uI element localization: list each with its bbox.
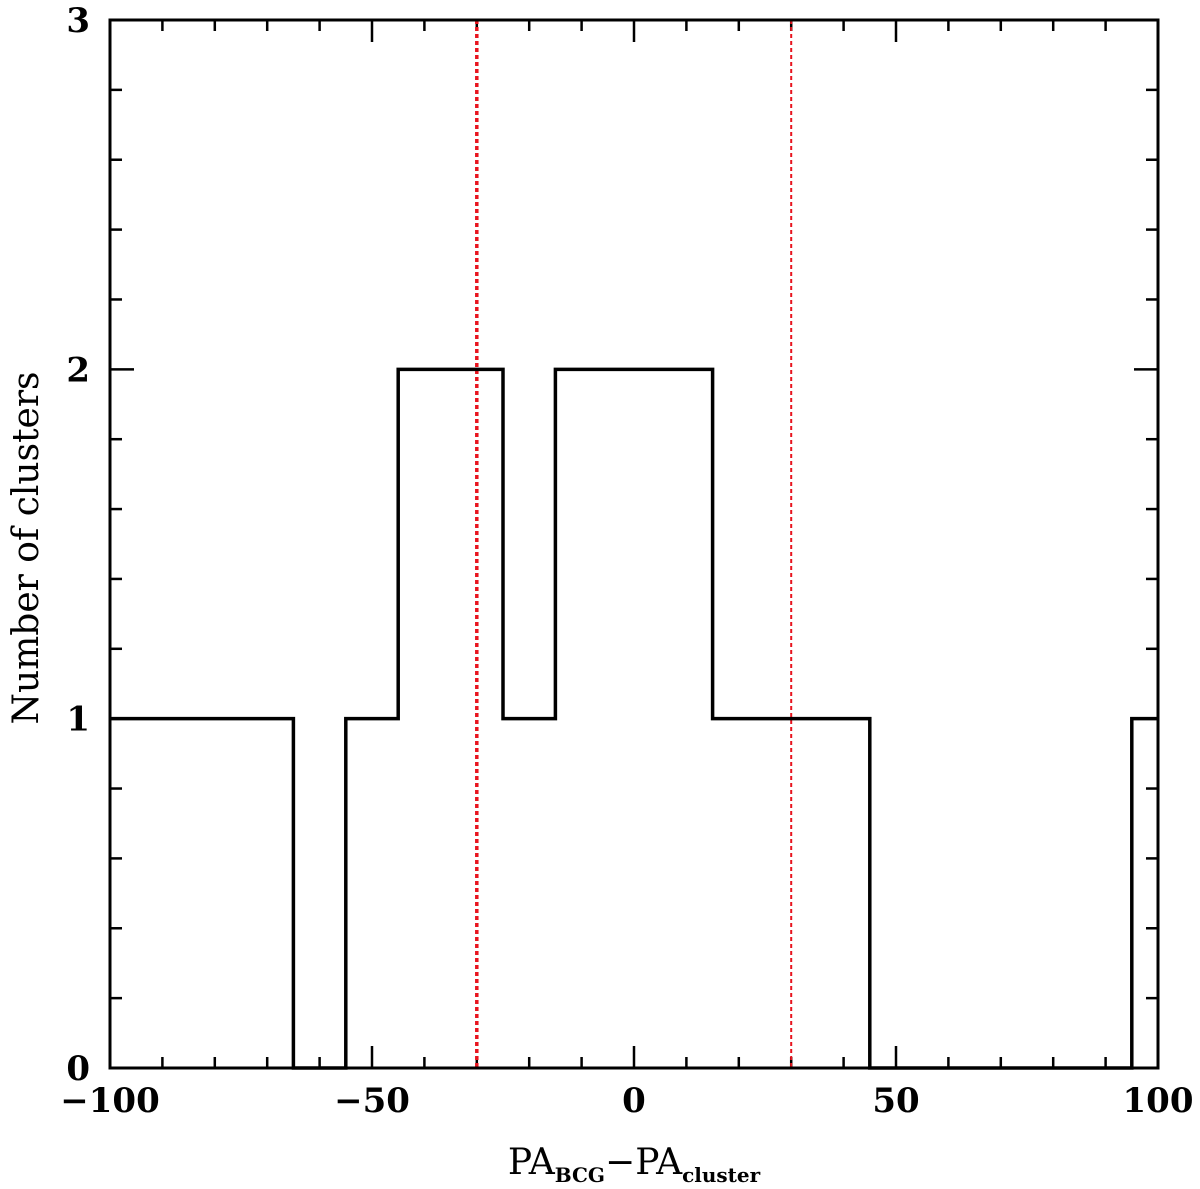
axis-ticks [108, 18, 1160, 1070]
y-tick-label: 1 [66, 700, 90, 740]
x-tick-label: 100 [1123, 1081, 1194, 1121]
y-tick-label: 2 [66, 350, 90, 390]
x-axis-label: PABCG−PAcluster [508, 1142, 761, 1187]
x-tick-label: 50 [872, 1081, 919, 1121]
y-tick-label: 3 [66, 1, 90, 41]
x-tick-label: −100 [60, 1081, 159, 1121]
y-tick-labels: 0 1 2 3 [66, 1, 90, 1089]
histogram-outline [110, 367, 1158, 1070]
x-tick-label: 0 [622, 1081, 646, 1121]
x-tick-labels: −100 −50 0 50 100 [60, 1081, 1193, 1121]
y-axis-label: Number of clusters [6, 371, 47, 724]
x-tick-label: −50 [334, 1081, 410, 1121]
plot-frame [108, 18, 1160, 1070]
y-tick-label: 0 [66, 1049, 90, 1089]
reference-lines [475, 20, 793, 1068]
